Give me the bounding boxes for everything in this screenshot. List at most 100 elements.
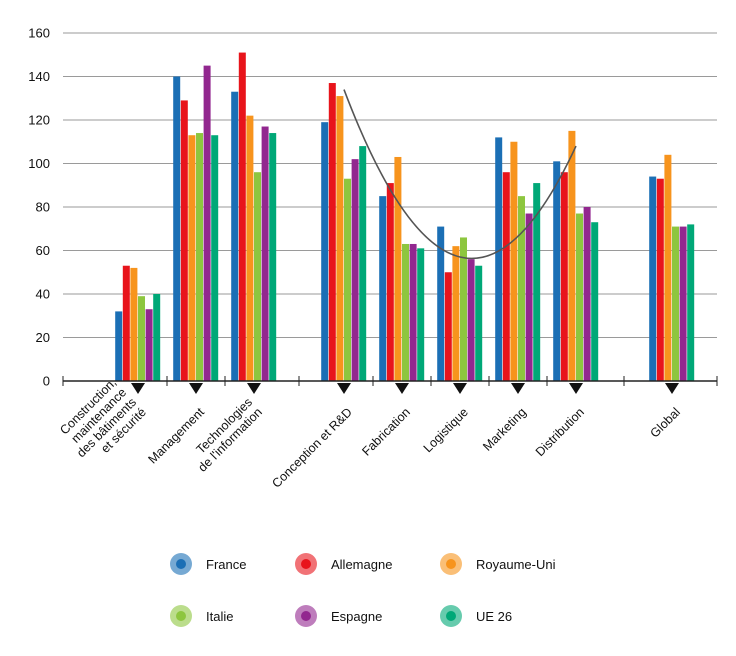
legend-item-italie: Italie [170,602,233,630]
category-label: Management [145,405,207,467]
bar-allemagne [502,172,510,381]
legend-label: Allemagne [331,556,393,572]
category-label: Logistique [421,405,471,455]
bar-italie [254,172,261,381]
category-marker [337,383,351,394]
category-label-line: Logistique [421,405,471,455]
bar-allemagne [560,172,568,381]
bar-italie [672,226,679,381]
bar-espagne [467,259,475,381]
bars [115,52,695,382]
bar-allemagne [656,178,664,381]
bar-italie [460,237,467,381]
bar-italie [402,243,409,381]
bar-ue-26 [269,133,277,381]
y-tick-label: 40 [36,287,50,302]
category-label-line: Global [647,405,682,440]
bar-royaume-uni [336,96,344,381]
bar-chart: 0 20 40 60 80 100 120 140 160 Construction,maint… [28,26,718,491]
trend-curve [343,89,577,260]
y-tick-label: 80 [36,200,50,215]
y-tick-label: 0 [43,374,50,389]
bar-royaume-uni [568,130,576,382]
bar-espagne [583,207,591,381]
category-label-line: Distribution [533,405,587,459]
bar-espagne [203,65,211,382]
category-marker [247,383,261,394]
bar-espagne [679,226,687,381]
legend-label: Royaume-Uni [476,556,556,572]
y-tick-label: 100 [28,156,50,171]
bar-italie [138,296,145,381]
category-label: Distribution [533,405,587,459]
category-marker [395,383,409,394]
legend: France Allemagne Royaume-Uni Italie Espagne U… [170,550,620,650]
bar-france [115,311,123,381]
legend-item-royaume-uni: Royaume-Uni [440,550,555,578]
y-tick-label: 120 [28,113,50,128]
category-label: Marketing [480,405,529,454]
bar-ue-26 [417,248,425,381]
category-label: Global [647,405,682,440]
bar-allemagne [122,265,130,381]
category-label-line: Management [145,405,207,467]
category-marker [511,383,525,394]
category-marker [569,383,583,394]
bar-ue-26 [687,224,695,381]
bar-ue-26 [591,222,599,381]
bar-ue-26 [533,183,541,381]
bar-espagne [261,126,269,381]
bar-france [649,176,657,381]
y-tick-label: 20 [36,330,50,345]
legend-label: Espagne [331,608,383,624]
category-label: Conception et R&D [269,405,355,491]
legend-item-allemagne: Allemagne [295,550,392,578]
legend-swatch [440,553,462,575]
legend-item-ue-26: UE 26 [440,602,512,630]
bar-allemagne [444,272,452,381]
category-marker [453,383,467,394]
category-label-line: Fabrication [359,405,413,459]
bar-france [437,226,445,381]
y-axis-tick-labels: 0 20 40 60 80 100 120 140 160 [28,26,50,389]
category-label-line: Marketing [480,405,529,454]
bar-ue-26 [211,135,219,381]
category-label: Fabrication [359,405,413,459]
bar-royaume-uni [510,141,518,381]
bar-espagne [351,159,359,381]
bar-espagne [145,309,153,381]
category-marker [189,383,203,394]
y-tick-label: 160 [28,26,50,41]
bar-france [495,137,503,381]
legend-swatch [295,553,317,575]
y-tick-label: 60 [36,243,50,258]
bar-royaume-uni [664,154,672,381]
bar-allemagne [328,83,336,381]
bar-italie [576,213,583,381]
legend-item-espagne: Espagne [295,602,382,630]
y-tick-label: 140 [28,69,50,84]
legend-label: Italie [206,608,234,624]
bar-ue-26 [475,265,483,381]
bar-france [553,161,561,381]
x-axis [62,376,718,394]
bar-royaume-uni [130,267,138,381]
bar-france [321,122,329,382]
bar-royaume-uni [188,135,196,381]
bar-espagne [525,213,533,381]
category-marker [665,383,679,394]
legend-swatch [295,605,317,627]
legend-item-france: France [170,550,246,578]
legend-swatch [170,553,192,575]
legend-swatch [170,605,192,627]
category-label-line: Conception et R&D [269,405,355,491]
legend-label: UE 26 [476,608,513,624]
bar-ue-26 [359,146,367,381]
bar-royaume-uni [394,156,402,381]
bar-italie [344,178,351,381]
bar-royaume-uni [452,246,460,381]
bar-france [379,196,387,382]
legend-label: France [206,556,247,572]
